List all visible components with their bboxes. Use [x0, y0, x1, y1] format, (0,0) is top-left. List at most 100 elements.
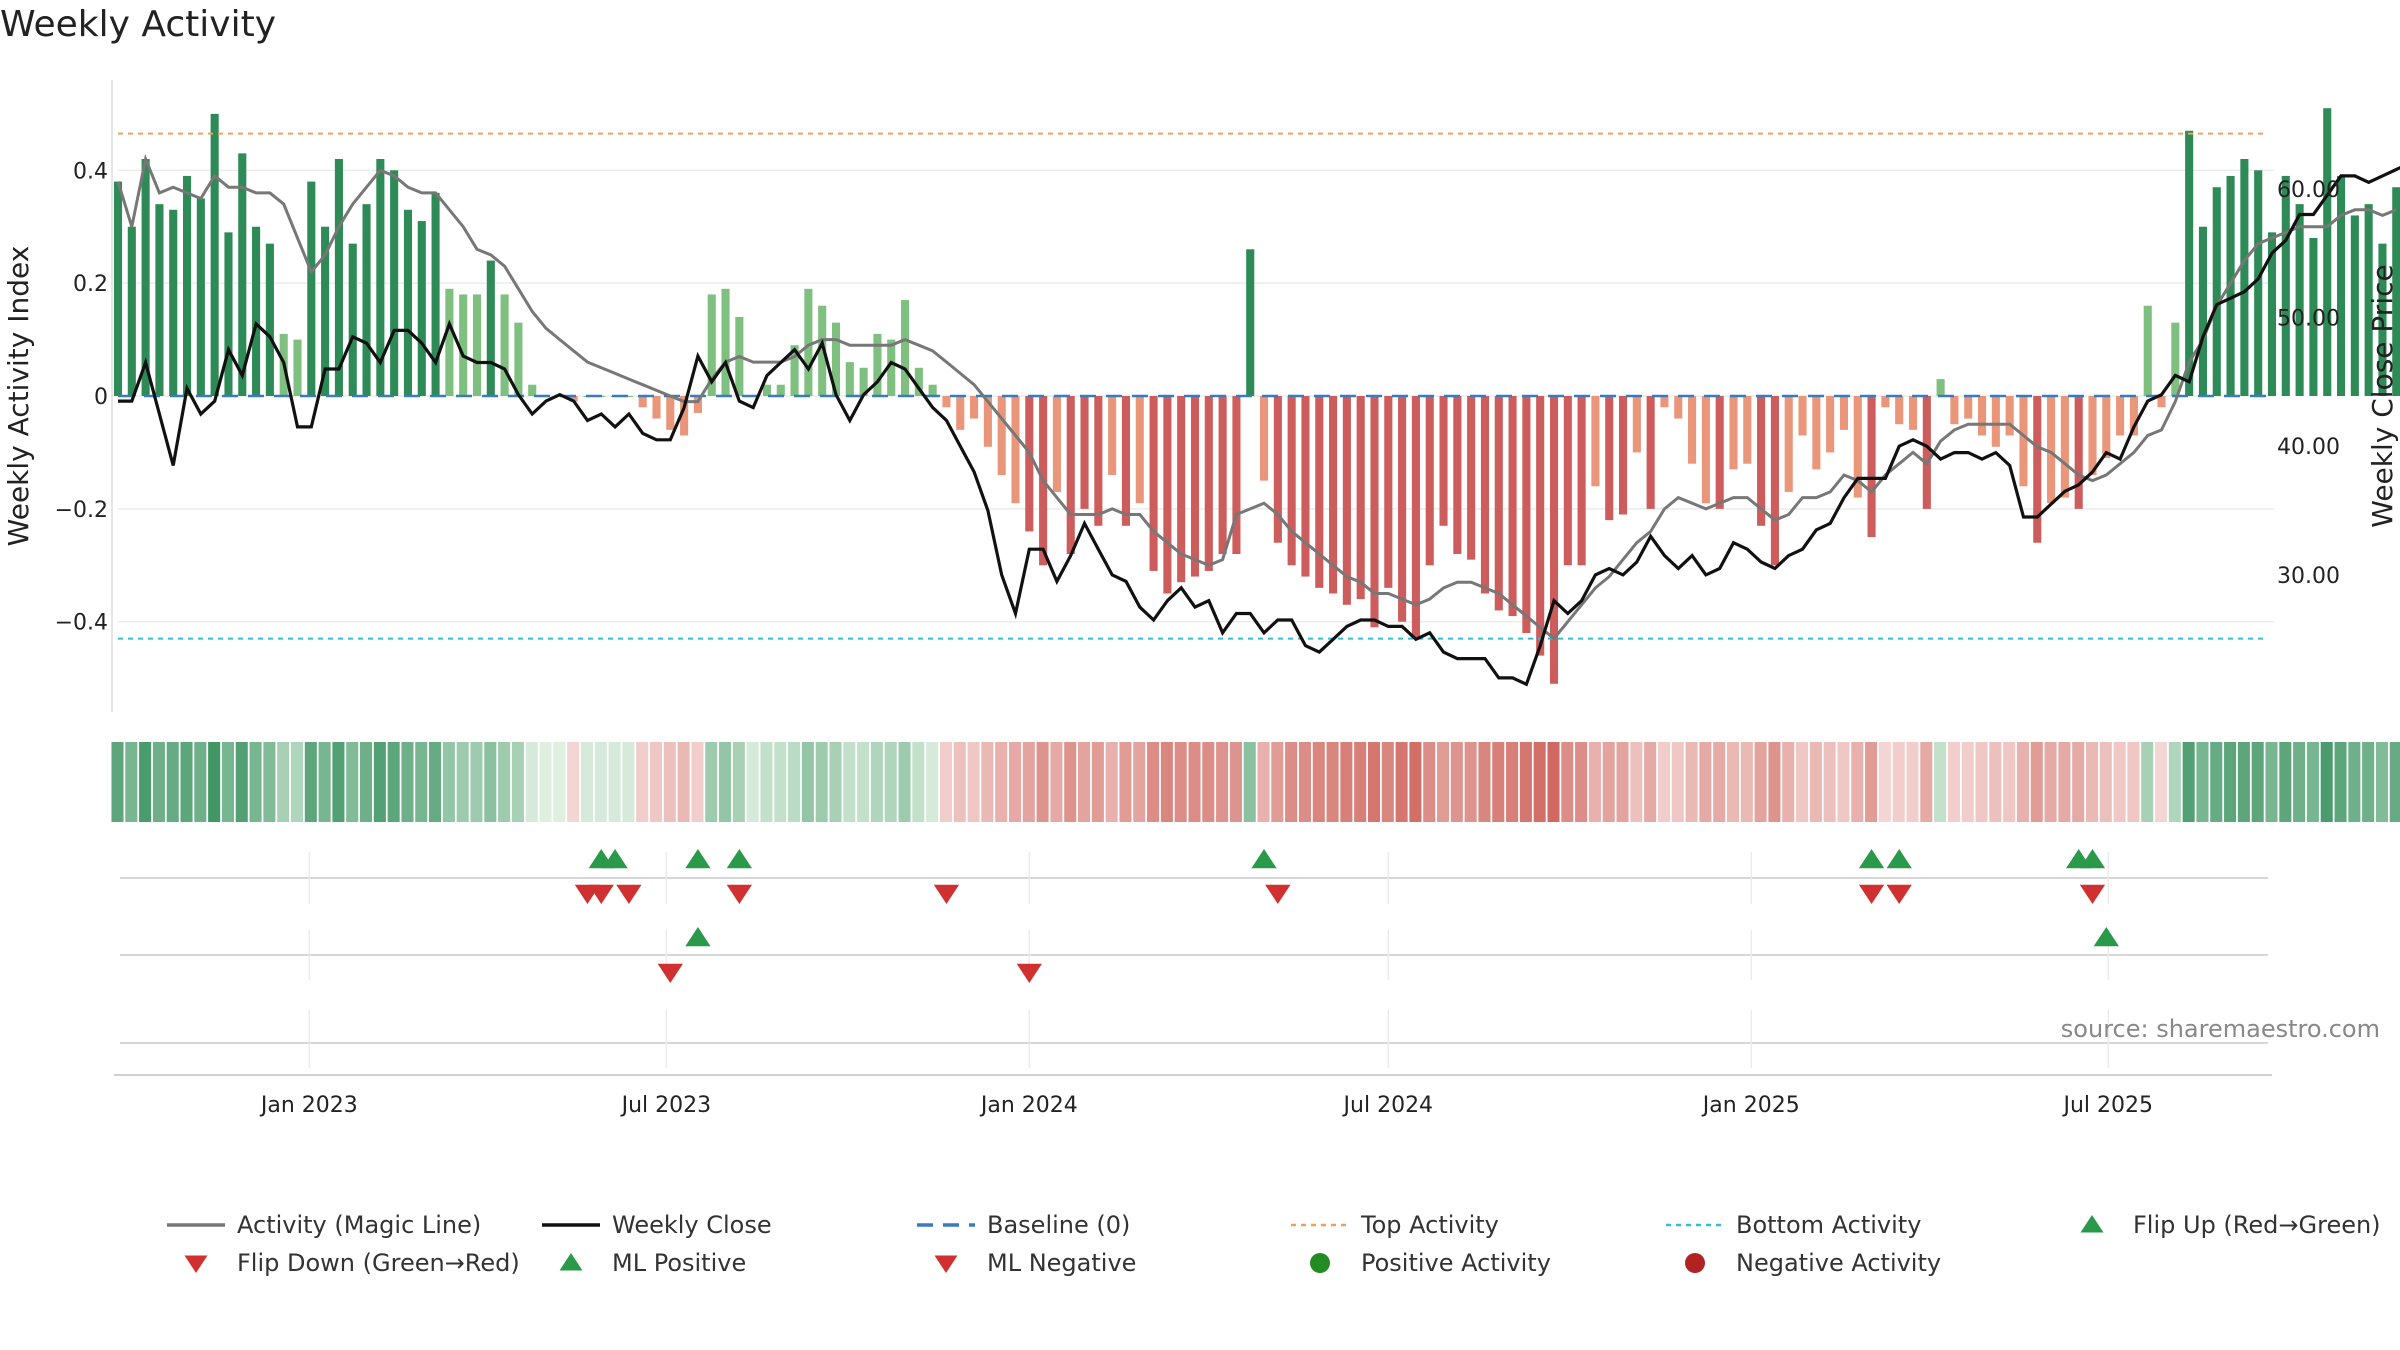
- activity-bar: [1757, 396, 1766, 526]
- activity-bar: [1867, 396, 1876, 538]
- heatmap-cell: [2348, 742, 2361, 822]
- activity-bar: [1605, 396, 1614, 521]
- heatmap-cell: [1202, 742, 1215, 822]
- activity-bar: [555, 396, 564, 397]
- legend-item: Activity (Magic Line): [167, 1211, 481, 1239]
- heatmap-cell: [815, 742, 828, 822]
- right-tick-label: 60.00: [2277, 178, 2340, 203]
- activity-bar: [1674, 396, 1683, 419]
- activity-bar: [2171, 322, 2180, 396]
- heatmap-cell: [2334, 742, 2347, 822]
- heatmap-cell: [2127, 742, 2140, 822]
- heatmap-cell: [318, 742, 331, 822]
- heatmap-cell: [139, 742, 152, 822]
- legend-triangle-up-icon: [559, 1253, 583, 1271]
- heatmap-cell: [2375, 742, 2388, 822]
- heatmap-cell: [1036, 742, 1049, 822]
- heatmap-cell: [1022, 742, 1035, 822]
- heatmap-cell: [2210, 742, 2223, 822]
- heatmap-cell: [2016, 742, 2029, 822]
- heatmap-cell: [235, 742, 248, 822]
- activity-bar: [818, 305, 827, 396]
- activity-bar: [486, 260, 495, 396]
- legend-label: Flip Up (Red→Green): [2133, 1211, 2381, 1239]
- activity-bar: [1301, 396, 1310, 577]
- heatmap-cell: [1423, 742, 1436, 822]
- heatmap-cell: [870, 742, 883, 822]
- heatmap-cell: [180, 742, 193, 822]
- activity-bar: [1094, 396, 1103, 526]
- activity-bar: [1688, 396, 1697, 464]
- activity-bar: [1646, 396, 1655, 509]
- heatmap-cell: [1298, 742, 1311, 822]
- activity-bar: [1577, 396, 1586, 566]
- activity-bar: [2254, 170, 2263, 396]
- heatmap-cell: [1713, 742, 1726, 822]
- activity-bar: [2088, 396, 2097, 475]
- heatmap-cell: [1395, 742, 1408, 822]
- heatmap-cell: [152, 742, 165, 822]
- flip-down-marker: [1858, 884, 1885, 904]
- activity-bar: [224, 232, 233, 396]
- activity-bar: [1895, 396, 1904, 425]
- legend-item: Flip Down (Green→Red): [184, 1249, 520, 1277]
- heatmap-cell: [1437, 742, 1450, 822]
- heatmap-cell: [539, 742, 552, 822]
- activity-bar: [2060, 396, 2069, 498]
- heatmap-cell: [1506, 742, 1519, 822]
- heatmap-cell: [2030, 742, 2043, 822]
- activity-bar: [1108, 396, 1117, 475]
- legend-item: Positive Activity: [1310, 1249, 1551, 1277]
- heatmap-cell: [580, 742, 593, 822]
- activity-bar: [1591, 396, 1600, 487]
- chart-title: Weekly Activity: [0, 4, 277, 45]
- heatmap-cell: [166, 742, 179, 822]
- heatmap-cell: [2072, 742, 2085, 822]
- heatmap-cell: [1947, 742, 1960, 822]
- activity-bar: [2212, 187, 2221, 396]
- activity-bar: [1536, 396, 1545, 656]
- heatmap-cell: [2279, 742, 2292, 822]
- activity-bar: [1881, 396, 1890, 408]
- heatmap-cell: [1381, 742, 1394, 822]
- heatmap-cell: [953, 742, 966, 822]
- activity-bar: [1480, 396, 1490, 594]
- activity-bar: [928, 384, 937, 396]
- heatmap-cell: [498, 742, 511, 822]
- activity-bar: [1784, 396, 1793, 492]
- activity-bar: [307, 181, 316, 396]
- activity-bar: [1025, 396, 1034, 532]
- activity-bar: [721, 288, 730, 396]
- heatmap-cell: [912, 742, 925, 822]
- activity-heatmap: [111, 742, 2400, 822]
- legend-label: Top Activity: [1360, 1211, 1499, 1239]
- activity-bar: [1508, 396, 1517, 617]
- x-tick-label-0: Jan 2023: [259, 1093, 358, 1118]
- activity-bar: [1246, 249, 1255, 396]
- activity-bar: [2198, 226, 2208, 396]
- heatmap-cell: [843, 742, 856, 822]
- activity-bar: [638, 396, 647, 408]
- heatmap-cell: [1229, 742, 1242, 822]
- activity-bar: [1812, 396, 1821, 470]
- activity-bar: [790, 345, 799, 396]
- activity-bar: [2267, 232, 2277, 396]
- activity-bar: [1908, 396, 1918, 430]
- activity-bar: [1467, 396, 1476, 560]
- activity-bar: [265, 243, 274, 396]
- activity-bar: [2378, 243, 2387, 396]
- activity-bar: [2350, 215, 2359, 396]
- x-tick-label-1: Jul 2023: [620, 1093, 712, 1118]
- heatmap-cell: [760, 742, 773, 822]
- activity-bar: [472, 294, 482, 396]
- legend-item: ML Positive: [559, 1249, 746, 1277]
- activity-bar: [459, 294, 468, 396]
- activity-bar: [1798, 396, 1807, 436]
- activity-bar: [514, 322, 523, 396]
- legend-circle-icon: [1310, 1253, 1330, 1273]
- heatmap-cell: [429, 742, 442, 822]
- activity-bar: [417, 221, 426, 396]
- activity-bar: [2309, 238, 2318, 396]
- heatmap-cell: [1768, 742, 1781, 822]
